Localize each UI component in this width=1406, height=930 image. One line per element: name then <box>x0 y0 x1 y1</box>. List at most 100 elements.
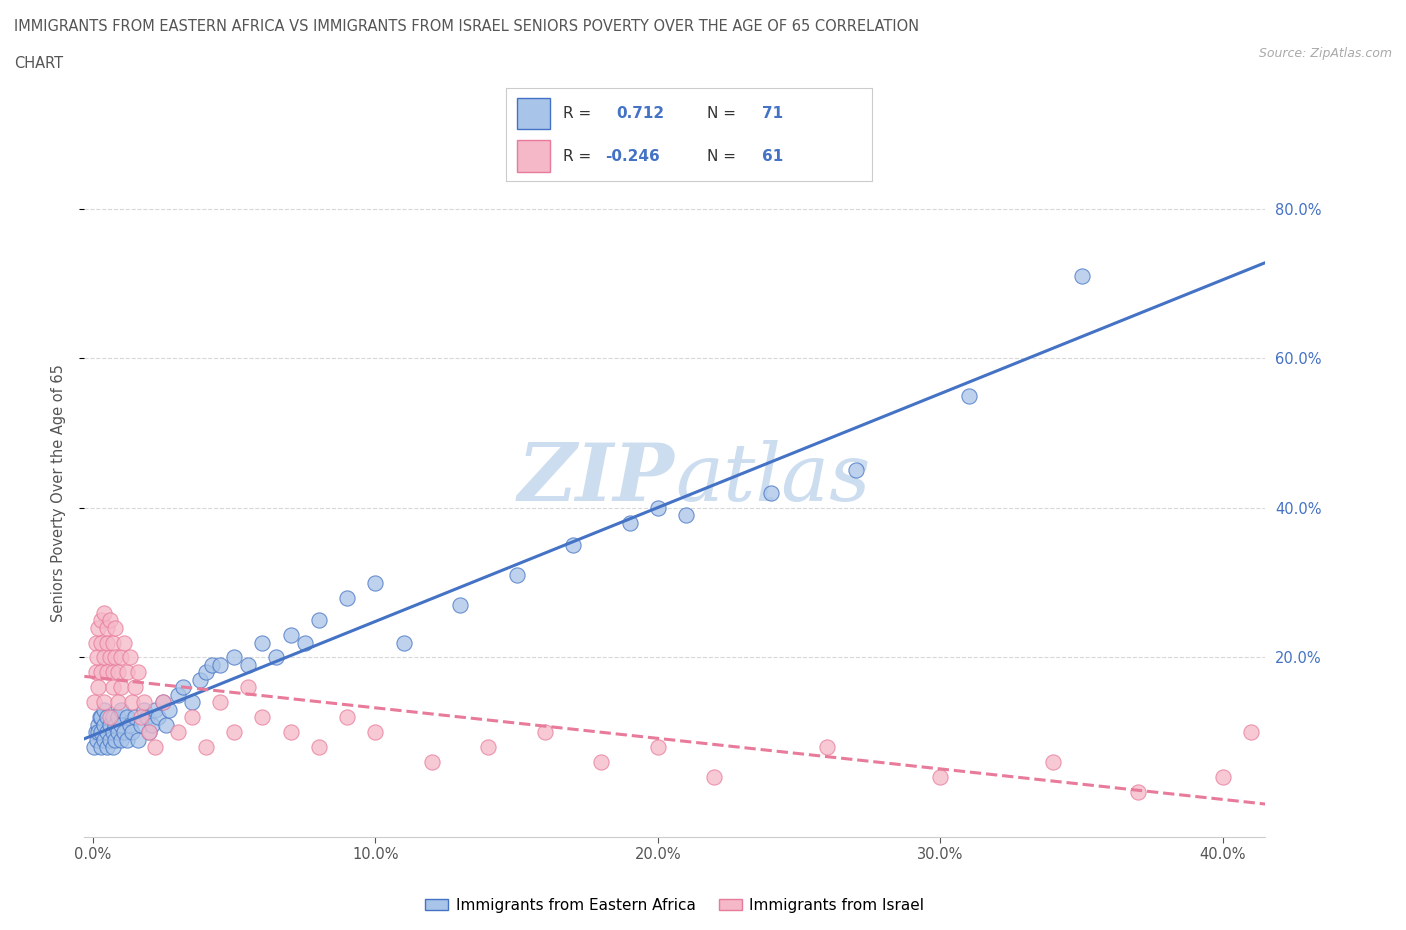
Point <box>86 732 108 747</box>
Text: N =: N = <box>707 106 741 121</box>
Text: 0.712: 0.712 <box>616 106 664 121</box>
Point <box>534 724 557 739</box>
Text: R =: R = <box>562 106 596 121</box>
Point <box>124 680 146 695</box>
Point <box>98 732 121 747</box>
Point <box>364 724 387 739</box>
Point <box>96 710 118 724</box>
Point <box>252 635 274 650</box>
Point <box>817 739 839 754</box>
Point <box>110 717 132 732</box>
Point <box>138 724 160 739</box>
Point <box>152 695 174 710</box>
Point <box>364 576 387 591</box>
Text: ZIP: ZIP <box>517 441 675 518</box>
Point <box>166 687 188 702</box>
Point <box>188 672 211 687</box>
Point <box>929 770 952 785</box>
Point <box>308 739 330 754</box>
Point <box>208 695 231 710</box>
Point <box>1128 785 1150 800</box>
Point <box>110 680 132 695</box>
Point <box>90 635 112 650</box>
Point <box>93 732 115 747</box>
Point <box>93 695 115 710</box>
Point <box>118 717 141 732</box>
Point <box>96 620 118 635</box>
Point <box>845 463 868 478</box>
Point <box>107 710 129 724</box>
Point <box>101 724 124 739</box>
Point <box>647 500 669 515</box>
Point <box>127 732 149 747</box>
Point <box>132 695 155 710</box>
Point <box>1212 770 1234 785</box>
Point <box>180 695 202 710</box>
Text: R =: R = <box>562 149 596 164</box>
Point <box>194 739 217 754</box>
Y-axis label: Seniors Poverty Over the Age of 65: Seniors Poverty Over the Age of 65 <box>51 364 66 622</box>
Point <box>104 620 127 635</box>
Point <box>166 724 188 739</box>
Point <box>392 635 415 650</box>
Point <box>121 724 143 739</box>
Point <box>89 710 111 724</box>
Point <box>619 515 641 530</box>
Point <box>224 724 246 739</box>
Point <box>90 665 112 680</box>
Point <box>101 739 124 754</box>
Point <box>101 635 124 650</box>
Point <box>87 680 110 695</box>
Point <box>96 635 118 650</box>
Point <box>238 680 260 695</box>
Point <box>127 665 149 680</box>
Point <box>93 605 115 620</box>
Point <box>200 658 222 672</box>
Text: CHART: CHART <box>14 56 63 71</box>
Point <box>98 650 121 665</box>
Point <box>96 665 118 680</box>
Point <box>155 717 177 732</box>
Point <box>143 702 166 717</box>
Point <box>143 739 166 754</box>
Point <box>124 710 146 724</box>
Point <box>107 724 129 739</box>
Point <box>208 658 231 672</box>
Point <box>115 665 138 680</box>
Point <box>93 702 115 717</box>
Point <box>152 695 174 710</box>
Point <box>1070 269 1092 284</box>
Text: Source: ZipAtlas.com: Source: ZipAtlas.com <box>1258 46 1392 60</box>
Point <box>83 695 105 710</box>
Point <box>146 710 169 724</box>
Point <box>138 724 160 739</box>
Point <box>87 724 110 739</box>
Point <box>107 695 129 710</box>
Point <box>647 739 669 754</box>
Point <box>129 717 152 732</box>
Point <box>759 485 782 500</box>
Point <box>104 650 127 665</box>
Point <box>90 613 112 628</box>
Point <box>96 724 118 739</box>
Point <box>93 650 115 665</box>
Point <box>101 680 124 695</box>
Point <box>107 665 129 680</box>
Point <box>675 508 697 523</box>
Point <box>118 650 141 665</box>
Point <box>280 724 302 739</box>
Point <box>93 717 115 732</box>
Point <box>1042 755 1064 770</box>
Text: 61: 61 <box>762 149 783 164</box>
Point <box>110 732 132 747</box>
Point <box>101 710 124 724</box>
Point <box>90 739 112 754</box>
Point <box>115 710 138 724</box>
Text: -0.246: -0.246 <box>605 149 659 164</box>
Point <box>110 650 132 665</box>
Point <box>112 724 135 739</box>
Point <box>87 717 110 732</box>
Point <box>96 739 118 754</box>
Point <box>449 598 471 613</box>
Point <box>98 710 121 724</box>
